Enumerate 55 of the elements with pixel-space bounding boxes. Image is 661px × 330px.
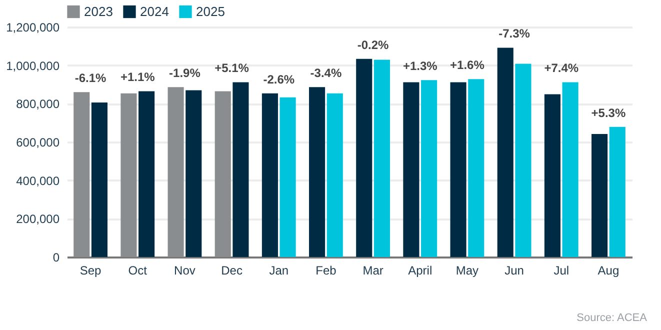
x-tick-label: Sep: [80, 264, 102, 278]
x-tick-label: Jul: [554, 264, 570, 278]
x-tick-label: Feb: [316, 264, 337, 278]
bar: [374, 60, 390, 257]
x-tick-label: Jun: [504, 264, 524, 278]
x-tick-label: May: [456, 264, 479, 278]
y-tick-label: 1,000,000: [6, 58, 60, 73]
x-tick-label: Dec: [221, 264, 242, 278]
y-tick-label: 800,000: [16, 97, 60, 112]
annotation: -1.9%: [169, 66, 201, 80]
x-tick-label: Oct: [128, 264, 148, 278]
annotation: +1.1%: [120, 70, 156, 84]
x-tick-label: Nov: [174, 264, 196, 278]
bar: [326, 93, 343, 257]
y-tick-label: 0: [52, 250, 60, 264]
y-tick-label: 200,000: [16, 212, 60, 226]
y-tick-label: 400,000: [16, 174, 60, 188]
legend-label: 2025: [196, 4, 225, 19]
bar: [497, 48, 514, 257]
bar: [356, 58, 372, 257]
bar: [74, 92, 90, 257]
bar: [609, 126, 626, 257]
bar: [544, 94, 560, 257]
annotation: +5.1%: [214, 61, 250, 76]
y-tick-label: 1,200,000: [6, 20, 60, 34]
bar: [168, 87, 184, 257]
bar: [120, 93, 137, 257]
bar: [515, 64, 532, 257]
bar: [592, 134, 608, 257]
bar: [262, 93, 278, 257]
x-tick-label: Jan: [269, 264, 289, 278]
x-tick-label: Mar: [362, 264, 384, 278]
bar: [214, 91, 231, 257]
annotation: +1.6%: [450, 58, 485, 72]
annotation: +5.3%: [591, 106, 626, 120]
x-tick-label: Aug: [598, 264, 620, 278]
bar: [403, 82, 420, 257]
annotation: +1.3%: [402, 59, 438, 74]
bar: [562, 82, 578, 257]
legend-label: 2024: [140, 4, 169, 19]
annotation: -7.3%: [498, 26, 530, 41]
annotation: +7.4%: [544, 61, 579, 76]
annotation: -0.2%: [357, 38, 390, 52]
legend-label: 2023: [84, 4, 113, 19]
source-note: Source: ACEA: [576, 312, 647, 324]
bar: [280, 97, 296, 257]
bar: [450, 82, 466, 257]
bar: [468, 79, 484, 257]
x-tick-label: April: [408, 264, 432, 278]
annotation: -6.1%: [74, 71, 107, 86]
annotation: -3.4%: [310, 66, 342, 80]
bar: [309, 87, 326, 257]
annotation: -2.6%: [263, 72, 295, 86]
bar: [421, 80, 438, 257]
y-tick-label: 600,000: [16, 136, 60, 150]
